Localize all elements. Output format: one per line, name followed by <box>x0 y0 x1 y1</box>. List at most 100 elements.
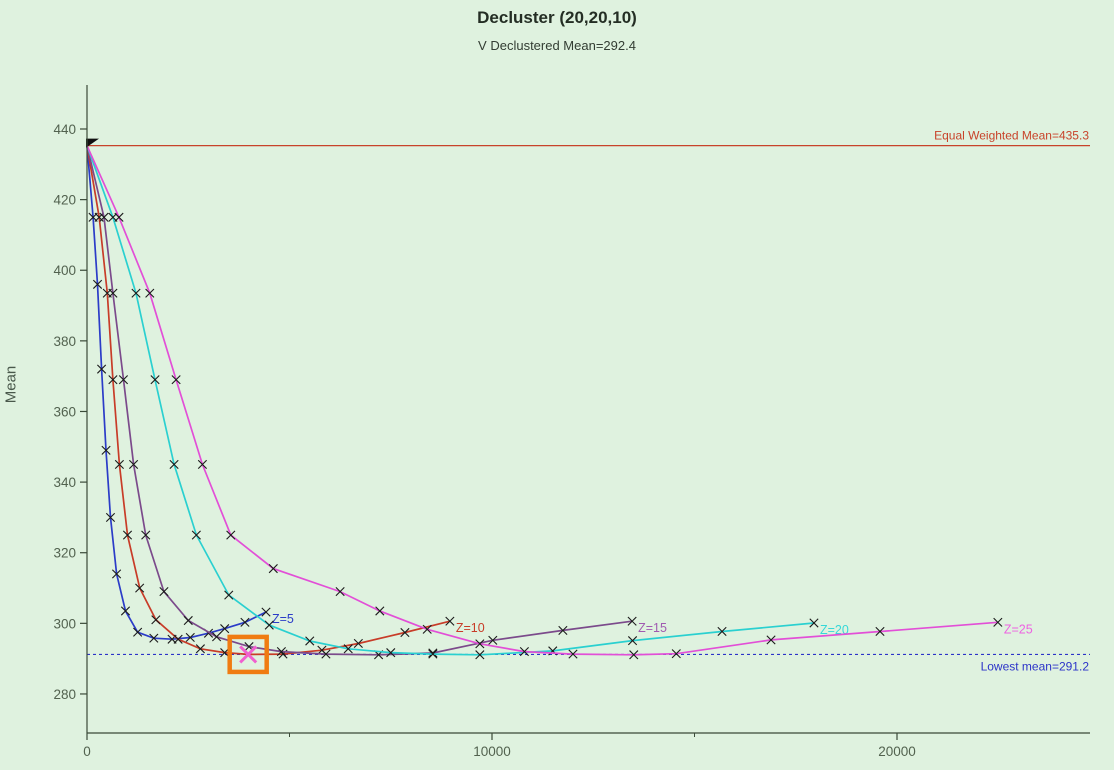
data-marker-icon <box>568 649 578 659</box>
data-marker-icon <box>169 459 179 470</box>
series-Z=10[interactable]: Z=10 <box>86 145 485 660</box>
series-Z=5[interactable]: Z=5 <box>86 145 294 644</box>
series-label-Z=5: Z=5 <box>272 612 294 626</box>
ref-line-label-equal-weighted-mean: Equal Weighted Mean=435.3 <box>934 129 1089 143</box>
y-tick-label: 440 <box>53 122 76 137</box>
data-marker-icon <box>197 459 208 470</box>
data-marker-icon <box>488 635 498 645</box>
series-line-Z=15[interactable] <box>86 145 633 656</box>
data-marker-icon <box>108 288 118 298</box>
data-marker-icon <box>261 607 271 617</box>
data-marker-icon <box>335 586 345 597</box>
chart-title: Decluster (20,20,10) <box>477 8 637 27</box>
data-marker-icon <box>240 617 250 627</box>
data-marker-icon <box>133 627 143 637</box>
data-marker-icon <box>150 375 160 385</box>
series-line-Z=5[interactable] <box>86 145 267 641</box>
data-marker-icon <box>108 375 118 385</box>
series-line-Z=20[interactable] <box>86 145 815 656</box>
data-marker-icon <box>629 650 639 660</box>
data-marker-icon <box>875 626 885 637</box>
data-marker-icon <box>128 459 139 470</box>
data-marker-icon <box>226 530 236 540</box>
data-marker-icon <box>183 615 193 626</box>
x-tick-label: 0 <box>83 744 91 759</box>
data-marker-icon <box>475 639 485 649</box>
chart-subtitle: V Declustered Mean=292.4 <box>478 38 636 53</box>
data-marker-icon <box>105 512 116 522</box>
data-marker-icon <box>173 634 183 644</box>
ref-line-equal-weighted-mean: Equal Weighted Mean=435.3 <box>87 129 1090 147</box>
data-marker-icon <box>122 530 133 540</box>
data-marker-icon <box>212 632 222 642</box>
data-marker-icon <box>343 644 353 654</box>
y-tick-label: 420 <box>53 193 76 208</box>
data-marker-icon <box>171 375 181 385</box>
data-marker-icon <box>993 617 1003 627</box>
data-marker-icon <box>114 459 124 470</box>
data-marker-icon <box>135 583 145 593</box>
data-marker-icon <box>475 650 485 660</box>
data-marker-icon <box>400 627 410 638</box>
series-label-Z=10: Z=10 <box>456 621 485 635</box>
data-marker-icon <box>220 624 230 634</box>
y-tick-label: 280 <box>53 687 76 702</box>
data-marker-icon <box>321 649 331 659</box>
y-tick-label: 300 <box>53 616 76 631</box>
data-marker-icon <box>519 646 529 657</box>
data-marker-icon <box>101 445 111 455</box>
selected-point-marker-icon <box>239 645 258 664</box>
data-marker-icon <box>96 364 107 374</box>
data-marker-icon <box>445 616 455 626</box>
data-marker-icon <box>428 648 438 658</box>
selection-box[interactable] <box>227 634 269 675</box>
data-marker-icon <box>627 636 638 646</box>
data-marker-icon <box>268 564 278 574</box>
data-marker-icon <box>92 279 103 289</box>
data-marker-icon <box>131 288 141 298</box>
data-marker-icon <box>191 530 201 540</box>
data-marker-icon <box>195 644 205 654</box>
data-marker-icon <box>99 212 109 222</box>
highlighted-point[interactable] <box>227 634 269 675</box>
y-tick-label: 340 <box>53 475 76 490</box>
ref-line-lowest-mean: Lowest mean=291.2 <box>87 653 1090 673</box>
series-Z=25[interactable]: Z=25 <box>86 145 1033 660</box>
series-line-Z=10[interactable] <box>86 145 451 656</box>
data-marker-icon <box>422 624 432 634</box>
y-tick-label: 320 <box>53 546 76 561</box>
data-marker-icon <box>159 586 169 597</box>
x-tick-label: 10000 <box>473 744 511 759</box>
series-Z=20[interactable]: Z=20 <box>86 145 849 660</box>
data-marker-icon <box>151 615 161 625</box>
ref-line-label-lowest-mean: Lowest mean=291.2 <box>981 659 1090 673</box>
data-marker-icon <box>353 638 363 649</box>
data-marker-icon <box>141 530 151 540</box>
series-label-Z=15: Z=15 <box>638 621 667 635</box>
data-marker-icon <box>224 590 234 600</box>
data-marker-icon <box>809 618 819 628</box>
data-marker-icon <box>671 649 681 659</box>
data-marker-icon <box>766 635 776 645</box>
data-marker-icon <box>264 620 274 630</box>
data-marker-icon <box>118 375 129 385</box>
data-marker-icon <box>149 633 159 643</box>
data-marker-icon <box>627 616 637 626</box>
data-marker-icon <box>717 626 727 637</box>
data-marker-icon <box>145 288 155 298</box>
axes: 280 300 320 340 360 380 400 420 440 0 10000 20000 <box>53 85 1090 759</box>
data-marker-icon <box>375 606 385 616</box>
series-line-Z=25[interactable] <box>86 145 998 656</box>
series-label-Z=25: Z=25 <box>1004 622 1033 636</box>
data-marker-icon <box>386 648 396 658</box>
data-marker-icon <box>114 212 124 222</box>
data-marker-icon <box>185 632 195 643</box>
series-Z=15[interactable]: Z=15 <box>86 145 667 660</box>
data-marker-icon <box>428 649 438 659</box>
y-tick-label: 360 <box>53 404 76 419</box>
data-marker-icon <box>558 625 568 635</box>
data-marker-icon <box>120 606 131 616</box>
y-tick-label: 400 <box>53 263 76 278</box>
x-tick-label: 20000 <box>878 744 916 759</box>
